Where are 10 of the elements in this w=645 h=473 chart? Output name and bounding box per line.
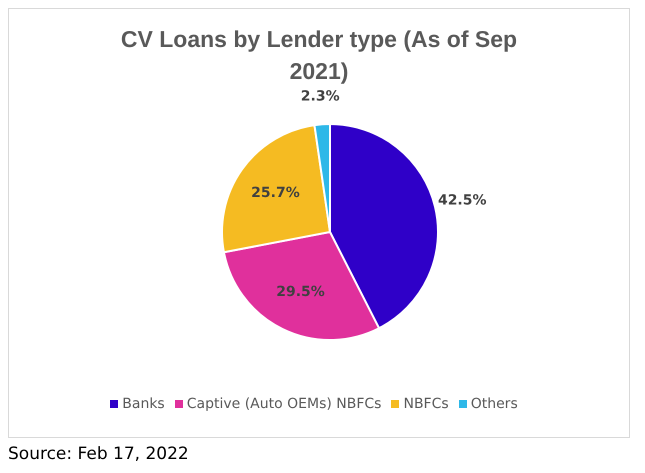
legend-label: Captive (Auto OEMs) NBFCs (186, 396, 382, 412)
source-note: Source: Feb 17, 2022 (8, 444, 190, 464)
data-label: 42.5% (438, 192, 487, 208)
legend-label: Others (470, 396, 518, 412)
data-label: 29.5% (276, 284, 325, 300)
data-label: 2.3% (300, 88, 340, 104)
legend-label: NBFCs (403, 396, 449, 412)
chart-title: CV Loans by Lender type (As of Sep 2021) (120, 25, 518, 86)
data-label: 25.7% (251, 185, 300, 202)
legend-label: Banks (122, 396, 165, 412)
